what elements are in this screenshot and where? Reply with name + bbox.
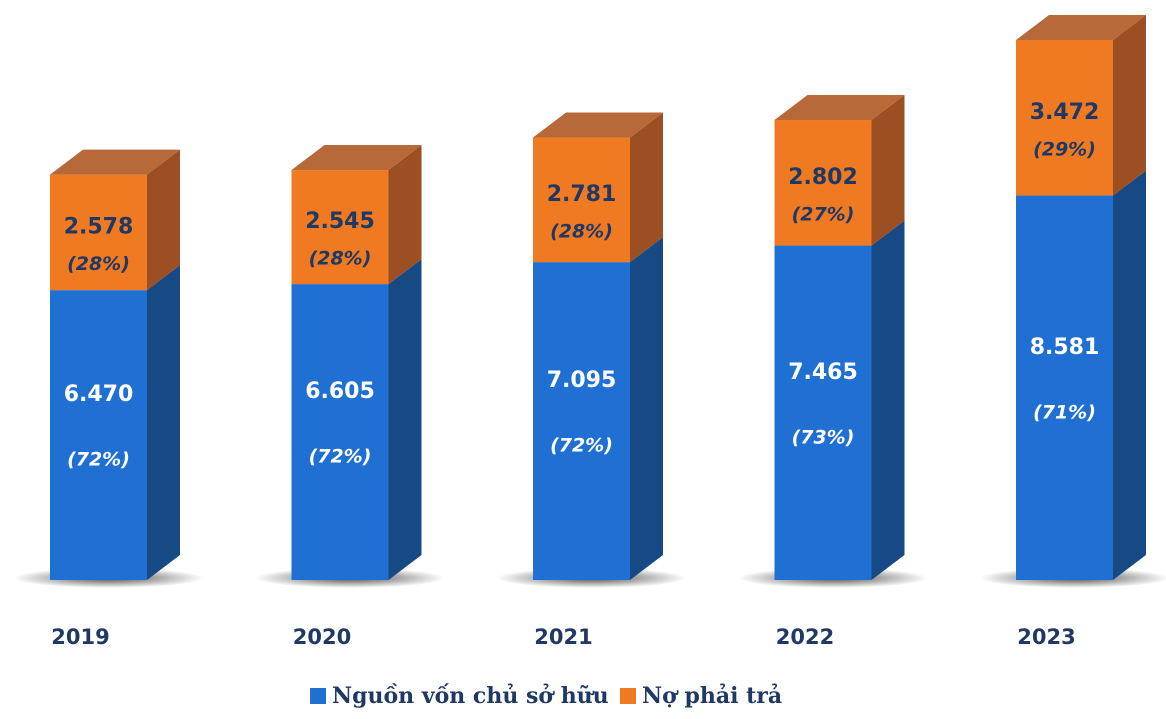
percent-label: (27%): [792, 203, 855, 225]
bar-side: [388, 145, 422, 285]
bar-side: [871, 95, 905, 246]
bar-segment: [50, 290, 147, 580]
bar-segment: [533, 262, 630, 580]
bar-top: [1016, 15, 1146, 40]
bar-side: [630, 112, 663, 263]
bar-side: [388, 259, 422, 580]
percent-label: (71%): [1033, 401, 1096, 423]
bar-segment: [1016, 40, 1113, 196]
bar-top: [774, 95, 905, 121]
value-label: 2.802: [788, 165, 858, 190]
value-label: 2.781: [547, 182, 617, 207]
x-tick-label: 2023: [1017, 625, 1075, 649]
bar-side: [1113, 170, 1146, 580]
percent-label: (72%): [550, 435, 613, 457]
bar-segment: [50, 174, 147, 291]
value-label: 2.578: [64, 214, 134, 239]
legend-label: Nợ phải trả: [642, 683, 782, 709]
value-label: 6.605: [305, 379, 375, 404]
bar-segment: [533, 137, 630, 263]
percent-label: (28%): [550, 220, 613, 242]
bar-top: [533, 112, 663, 138]
percent-label: (73%): [792, 426, 855, 448]
bar-segment: [1016, 195, 1113, 580]
bar-side: [630, 237, 663, 580]
bar-side: [147, 265, 180, 580]
value-label: 6.470: [64, 382, 134, 407]
percent-label: (28%): [309, 248, 372, 270]
x-tick-label: 2019: [51, 625, 109, 649]
bar-segment: [774, 120, 872, 246]
bar-top: [291, 145, 422, 171]
bar-side: [147, 149, 180, 291]
value-label: 7.465: [788, 360, 858, 385]
percent-label: (72%): [67, 449, 130, 471]
percent-label: (72%): [309, 446, 372, 468]
percent-label: (29%): [1033, 138, 1096, 160]
value-label: 2.545: [305, 209, 375, 234]
bar-segment: [291, 170, 389, 285]
x-tick-label: 2022: [776, 625, 834, 649]
bar-side: [871, 220, 905, 581]
value-label: 7.095: [547, 368, 617, 393]
bar-segment: [774, 245, 872, 581]
value-label: 3.472: [1030, 100, 1100, 125]
legend-swatch: [310, 688, 326, 704]
percent-label: (28%): [67, 253, 130, 275]
legend-label: Nguồn vốn chủ sở hữu: [332, 683, 609, 709]
bar-side: [1113, 15, 1146, 196]
bar-segment: [291, 284, 389, 580]
legend-swatch: [620, 688, 636, 704]
x-tick-label: 2021: [534, 625, 592, 649]
value-label: 8.581: [1030, 335, 1100, 360]
x-tick-label: 2020: [293, 625, 351, 649]
bar-top: [50, 149, 180, 175]
